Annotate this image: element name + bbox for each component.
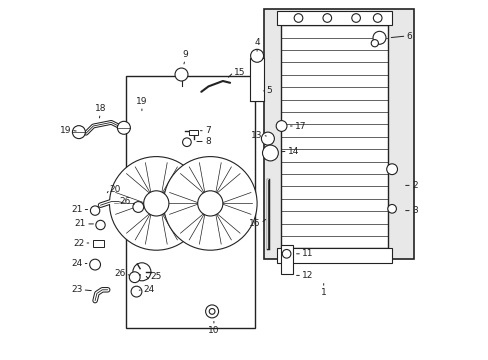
- Bar: [188, 130, 197, 135]
- Text: 12: 12: [302, 271, 313, 280]
- Circle shape: [131, 286, 142, 297]
- Circle shape: [372, 31, 385, 44]
- Circle shape: [182, 138, 191, 147]
- Text: 7: 7: [204, 126, 210, 135]
- Circle shape: [163, 157, 257, 250]
- Circle shape: [72, 126, 85, 139]
- Text: 6: 6: [406, 32, 411, 41]
- Circle shape: [387, 204, 396, 213]
- Circle shape: [250, 49, 263, 62]
- Bar: [249, 58, 264, 101]
- Circle shape: [205, 305, 218, 318]
- Circle shape: [129, 272, 140, 283]
- Text: 22: 22: [73, 239, 84, 248]
- Circle shape: [109, 157, 203, 250]
- Text: 21: 21: [75, 220, 86, 229]
- FancyBboxPatch shape: [264, 9, 413, 259]
- Text: 3: 3: [411, 206, 417, 215]
- Text: 8: 8: [204, 137, 210, 146]
- Bar: [280, 25, 387, 248]
- Text: 26: 26: [120, 197, 131, 206]
- Text: 15: 15: [233, 68, 244, 77]
- Circle shape: [294, 14, 302, 22]
- Text: 14: 14: [287, 147, 299, 156]
- Circle shape: [262, 145, 278, 161]
- Bar: [92, 240, 104, 247]
- Circle shape: [175, 68, 187, 81]
- Bar: [276, 248, 391, 263]
- Text: 18: 18: [95, 104, 106, 113]
- Text: 1: 1: [320, 288, 326, 297]
- Circle shape: [202, 195, 218, 212]
- Text: 2: 2: [411, 181, 417, 190]
- Text: 24: 24: [71, 259, 82, 268]
- Circle shape: [96, 220, 105, 230]
- Bar: [125, 76, 255, 328]
- Text: 13: 13: [250, 131, 262, 140]
- Text: 24: 24: [142, 285, 154, 294]
- Text: 17: 17: [294, 122, 306, 131]
- Text: 16: 16: [249, 219, 260, 228]
- Text: 23: 23: [71, 285, 82, 294]
- Circle shape: [322, 14, 331, 22]
- Circle shape: [276, 121, 286, 131]
- Circle shape: [147, 195, 164, 212]
- Text: 19: 19: [60, 126, 71, 135]
- Circle shape: [90, 206, 100, 215]
- Circle shape: [261, 132, 274, 145]
- Circle shape: [370, 40, 378, 47]
- Text: 20: 20: [109, 185, 121, 194]
- Text: 19: 19: [136, 97, 147, 106]
- Text: 11: 11: [302, 249, 313, 258]
- Bar: [280, 245, 292, 274]
- Text: 9: 9: [182, 50, 187, 59]
- Circle shape: [209, 309, 215, 314]
- Text: 25: 25: [150, 272, 161, 281]
- Circle shape: [133, 202, 143, 212]
- Circle shape: [282, 249, 290, 258]
- Circle shape: [117, 121, 130, 134]
- Bar: [276, 11, 391, 25]
- Circle shape: [133, 263, 151, 281]
- Circle shape: [386, 164, 397, 175]
- Circle shape: [373, 14, 381, 22]
- Circle shape: [197, 191, 223, 216]
- Circle shape: [89, 259, 101, 270]
- Text: 4: 4: [254, 38, 260, 47]
- Text: 5: 5: [265, 86, 271, 95]
- Text: 21: 21: [71, 205, 82, 214]
- Circle shape: [351, 14, 360, 22]
- Text: 26: 26: [114, 269, 125, 278]
- Text: 10: 10: [208, 326, 219, 335]
- Circle shape: [143, 191, 168, 216]
